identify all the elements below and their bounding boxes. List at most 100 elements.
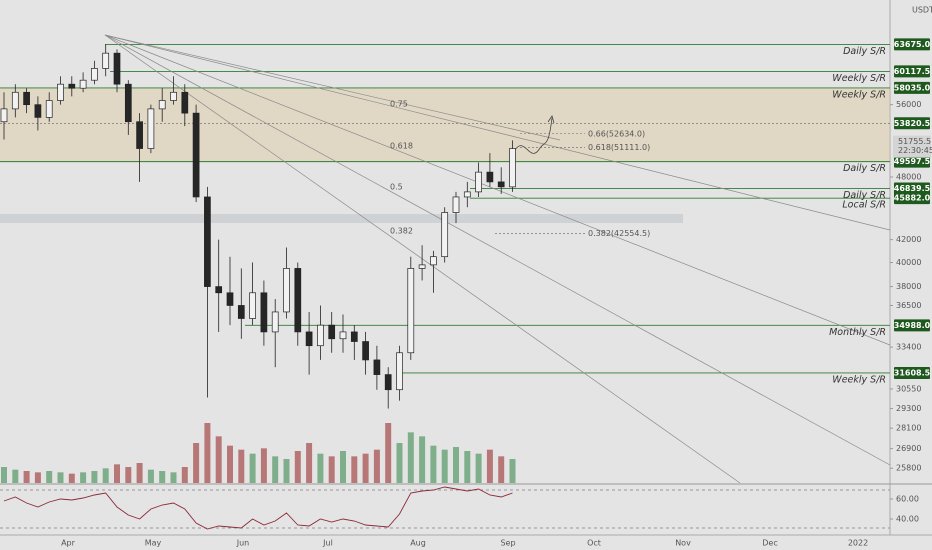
currency: USDT <box>912 6 932 15</box>
price-tag <box>894 366 930 379</box>
candle-body <box>0 108 8 123</box>
y-tick-label: 56000 <box>896 100 921 109</box>
price-tag-label: 45882.0 <box>894 194 931 203</box>
level-name: Weekly S/R <box>832 374 886 385</box>
fan-line <box>104 34 891 346</box>
price-tag-label: 58035.0 <box>894 83 931 92</box>
volume-bar <box>317 453 324 483</box>
candle-body <box>328 324 336 340</box>
price-tag-label: 34988.0 <box>894 321 931 330</box>
volume-bar <box>147 469 154 483</box>
volume-bar <box>351 456 358 483</box>
sr-zone <box>0 87 890 162</box>
arrow-head <box>547 115 555 124</box>
fan-line <box>104 34 561 141</box>
candle-body <box>91 68 98 81</box>
volume-bar <box>57 472 64 483</box>
y-tick-label: 48000 <box>896 172 921 181</box>
level-name: Weekly S/R <box>832 89 886 100</box>
candle-body <box>113 52 121 85</box>
volume-bar <box>260 448 267 483</box>
volume-bar <box>238 449 245 483</box>
volume-bar <box>181 467 188 483</box>
y-tick-label: 29300 <box>896 404 921 413</box>
y-tick-label: 28100 <box>896 424 921 433</box>
y-tick-label: 33400 <box>896 343 921 352</box>
y-tick-label: 40000 <box>896 258 921 267</box>
candle-body <box>350 331 358 342</box>
x-tick-label: Jul <box>322 539 333 548</box>
x-tick-label: Aug <box>410 539 426 548</box>
candle-body <box>339 331 347 340</box>
rsi-tick-label: 60.00 <box>896 495 919 504</box>
volume-bar <box>136 463 143 483</box>
x-tick-label: Jun <box>236 539 250 548</box>
candle-body <box>317 324 324 347</box>
volume-bar <box>102 468 109 483</box>
volume-bar <box>509 459 516 483</box>
candle-body <box>102 52 110 69</box>
level-name: Daily S/R <box>843 46 886 57</box>
candle-body <box>475 171 482 193</box>
volume-bar <box>34 472 41 483</box>
fan-ratio: 0.75 <box>390 100 408 109</box>
candle-body <box>57 83 64 101</box>
volume-bar <box>204 423 211 483</box>
level-name: Local S/R <box>842 200 886 211</box>
volume-bar <box>328 456 335 483</box>
level-name: Monthly S/R <box>829 327 886 338</box>
x-tick-label: May <box>145 539 162 548</box>
candle-body <box>79 79 87 89</box>
volume-bar <box>215 436 222 483</box>
volume-bar <box>340 451 346 483</box>
candle-body <box>124 83 132 123</box>
volume-bar <box>441 449 448 483</box>
x-tick-label: Sep <box>500 539 515 548</box>
fib-label: 0.66(52634.0) <box>588 129 645 138</box>
volume-bar <box>12 469 19 483</box>
volume-bar <box>114 464 120 483</box>
volume-bar <box>91 471 98 483</box>
volume-bar <box>46 471 53 483</box>
last-price: 51755.5 <box>898 137 931 146</box>
y-tick-label: 30550 <box>896 384 921 393</box>
candle-body <box>226 292 234 306</box>
candle-body <box>362 341 369 361</box>
price-tag-label: 49597.5 <box>894 157 931 166</box>
candle-body <box>34 104 42 118</box>
volume-bar <box>249 453 256 483</box>
x-tick-label: 2022 <box>848 539 868 548</box>
fib-fan <box>104 34 891 484</box>
rsi-tick-label: 40.00 <box>896 515 919 524</box>
price-tag <box>894 182 930 195</box>
candle-body <box>237 305 245 319</box>
fan-ratio: 0.382 <box>390 227 413 236</box>
volume-bar <box>159 471 166 483</box>
candle-body <box>68 83 76 89</box>
candle-body <box>45 100 53 118</box>
candle-body <box>170 91 177 101</box>
price-tag-label: 53820.5 <box>894 119 931 128</box>
x-tick-label: Dec <box>762 539 777 548</box>
candle-body <box>305 331 313 347</box>
last-price-tag <box>893 135 931 158</box>
candle-body <box>294 268 302 333</box>
candle-body <box>23 91 30 106</box>
price-tag-label: 63675.0 <box>894 40 931 49</box>
volume-bar <box>80 472 87 483</box>
x-tick-label: Nov <box>675 539 691 548</box>
volume-bar <box>419 436 426 483</box>
fib-label: 0.382(42554.5) <box>588 229 650 238</box>
volume-bar <box>486 449 493 483</box>
price-tag <box>894 192 930 205</box>
candle-body <box>384 374 392 391</box>
candle-body <box>497 181 505 188</box>
y-tick-label: 42000 <box>896 235 921 244</box>
countdown: 22:30:45 <box>898 146 932 155</box>
candle-body <box>260 292 268 333</box>
volume-bar <box>373 449 380 483</box>
candle-body <box>407 268 415 354</box>
volume-bar <box>385 423 392 483</box>
candle-body <box>430 256 437 266</box>
volume-bar <box>170 472 177 483</box>
